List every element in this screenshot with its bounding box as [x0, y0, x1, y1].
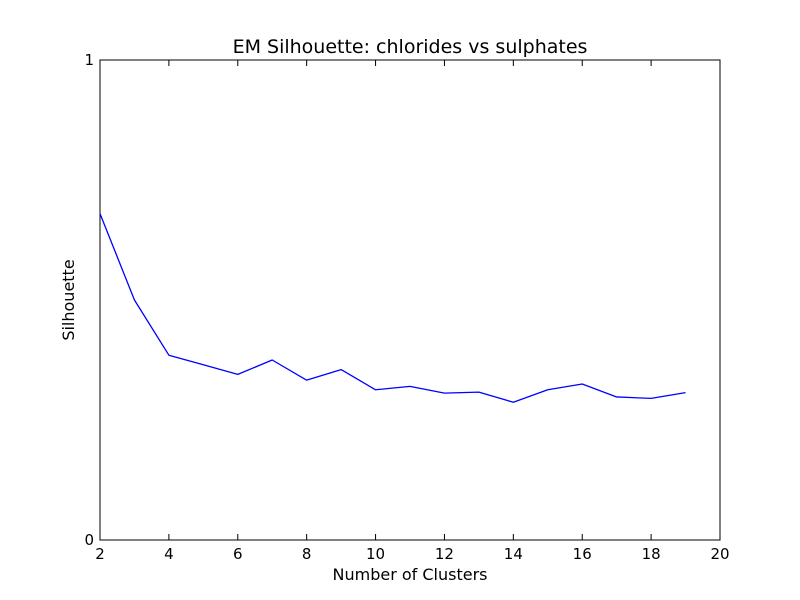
x-tick-label: 2: [95, 545, 105, 563]
chart-title: EM Silhouette: chlorides vs sulphates: [233, 36, 588, 58]
x-tick-label: 20: [710, 545, 729, 563]
x-tick-label: 16: [573, 545, 592, 563]
series-line: [99, 213, 686, 403]
x-tick-label: 14: [504, 545, 523, 563]
plot-area-frame: [99, 59, 721, 541]
x-tick-label: 8: [302, 545, 312, 563]
x-axis-label: Number of Clusters: [333, 565, 488, 584]
x-tick-label: 4: [164, 545, 174, 563]
y-tick-label: 1: [84, 51, 94, 69]
x-tick-label: 18: [642, 545, 661, 563]
x-tick-label: 12: [435, 545, 454, 563]
x-tick-label: 10: [366, 545, 385, 563]
tick-marks: [99, 59, 721, 541]
tick-labels: 2 4 6 8 10 12 14 16 18 20 0 1: [84, 51, 729, 563]
y-axis-label: Silhouette: [59, 259, 78, 340]
y-tick-label: 0: [84, 531, 94, 549]
series-layer: [99, 213, 686, 403]
x-tick-label: 6: [233, 545, 243, 563]
